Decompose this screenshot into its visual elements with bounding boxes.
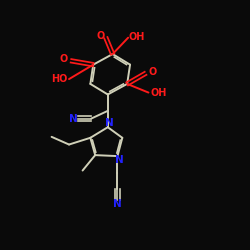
Text: O: O [97,31,105,41]
Text: OH: OH [150,88,167,98]
Text: N: N [115,155,124,165]
Text: O: O [149,67,157,77]
Text: N: N [113,199,122,209]
Text: OH: OH [128,32,144,42]
Text: N: N [69,114,78,124]
Text: HO: HO [51,74,67,84]
Text: O: O [59,54,67,64]
Text: N: N [105,118,114,128]
